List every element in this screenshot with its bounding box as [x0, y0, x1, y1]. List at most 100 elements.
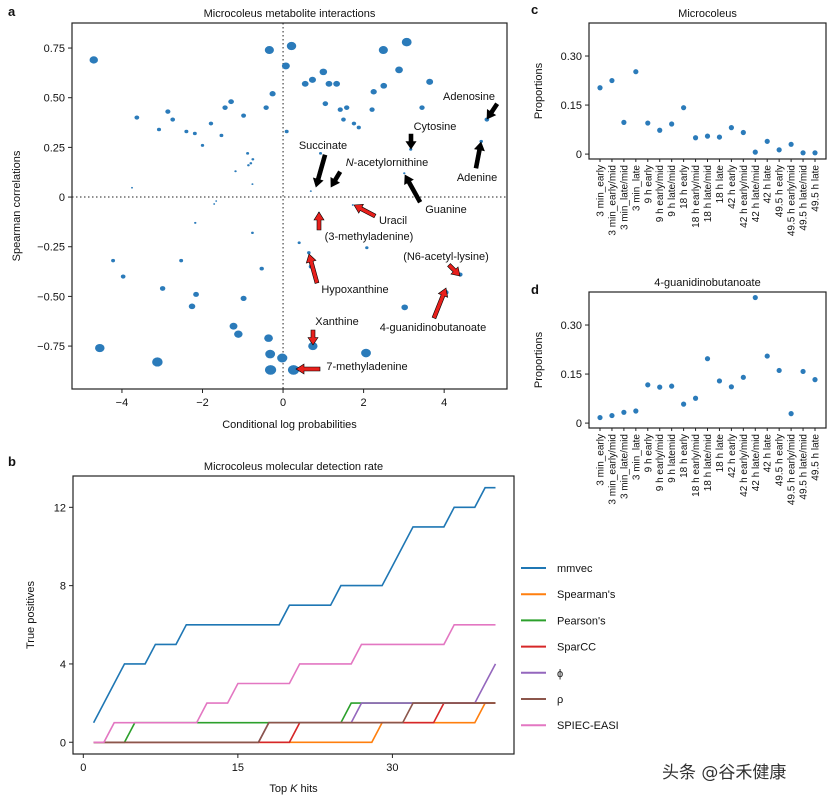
y-tick-label: 0.75	[44, 43, 65, 55]
chart-title: 4-guanidinobutanoate	[654, 277, 760, 289]
data-point	[264, 46, 274, 55]
y-tick-label: −0.50	[37, 291, 65, 303]
category-label: 9 h latemid	[667, 434, 678, 483]
category-label: 3 min_early/mid	[607, 165, 618, 236]
data-point	[179, 258, 184, 263]
annotation-label: Guanine	[425, 204, 467, 216]
data-point	[401, 304, 408, 311]
x-tick-label: 0	[280, 397, 286, 409]
category-label: 3 min_early	[596, 165, 607, 217]
category-label: 42 h late	[763, 434, 774, 473]
category-label: 49.5 h late	[811, 434, 822, 481]
category-label: 42 h early/mid	[739, 434, 750, 497]
data-point	[351, 121, 357, 126]
y-axis-label: Spearman correlations	[11, 150, 23, 261]
data-point	[287, 365, 300, 375]
data-point	[152, 357, 163, 367]
data-point	[609, 77, 615, 84]
category-label: 3 min_late	[631, 165, 642, 212]
data-point	[669, 121, 675, 127]
legend-label: SPIEC-EASI	[557, 720, 619, 732]
legend-label: Spearman's	[557, 589, 616, 601]
chart-title: Microcoleus	[678, 8, 737, 20]
x-axis-label-part: Top	[269, 783, 290, 795]
data-point	[309, 190, 312, 192]
data-point	[263, 105, 269, 110]
watermark: 头条 @谷禾健康	[662, 763, 786, 783]
data-point	[681, 105, 687, 111]
data-point	[800, 150, 806, 156]
y-tick-label: 0	[576, 149, 582, 161]
data-point	[213, 203, 216, 205]
annotation-arrow	[312, 154, 328, 188]
panel-label-b: b	[8, 454, 16, 469]
data-point	[361, 348, 371, 358]
category-label: 18 h early/mid	[691, 434, 702, 497]
annotation-label: 7-methyladenine	[326, 361, 407, 373]
category-label: 18 h early	[679, 165, 690, 209]
x-tick-label: 2	[361, 397, 367, 409]
data-point	[251, 183, 254, 186]
data-point	[307, 251, 311, 255]
y-tick-label: −0.25	[37, 242, 65, 254]
annotation-arrow	[405, 133, 417, 150]
category-label: 18 h late/mid	[703, 165, 714, 222]
data-point	[249, 162, 253, 165]
data-point	[621, 119, 627, 125]
x-tick-label: 0	[80, 762, 86, 774]
data-point	[351, 204, 354, 206]
data-point	[378, 46, 388, 55]
data-point	[269, 91, 276, 97]
x-tick-label: −2	[196, 397, 209, 409]
annotation-arrow	[447, 263, 461, 277]
data-point	[297, 241, 301, 245]
panel-label-a: a	[8, 4, 16, 19]
category-label: 49.5 h late	[811, 165, 822, 212]
data-point	[419, 105, 425, 110]
category-label: 3 min_early/mid	[607, 434, 618, 505]
data-point	[657, 127, 663, 133]
data-point	[764, 138, 770, 144]
annotation-label: Cytosine	[414, 121, 457, 133]
annotation-label-rest: -acetylornithine	[354, 157, 429, 169]
data-point	[479, 139, 483, 143]
category-label: 42 h early	[727, 165, 738, 209]
data-point	[184, 129, 189, 134]
data-point	[322, 101, 329, 107]
legend-label: mmvec	[557, 563, 593, 575]
data-point	[134, 115, 140, 120]
annotation-arrow	[305, 253, 320, 284]
data-point	[369, 107, 375, 112]
data-point	[286, 41, 297, 51]
data-point	[692, 395, 699, 401]
data-point	[401, 37, 412, 47]
data-point	[165, 109, 171, 114]
y-tick-label: −0.75	[37, 341, 65, 353]
series-line-6	[93, 624, 496, 744]
category-label: 9 h early/mid	[655, 165, 666, 222]
data-point	[716, 378, 723, 384]
data-point	[246, 152, 250, 155]
data-point	[800, 368, 806, 375]
x-axis-label: Top K hits	[269, 783, 318, 795]
y-tick-label: 0.25	[44, 142, 65, 154]
category-label: 49.5 h early/mid	[787, 165, 798, 236]
legend-label: Pearson's	[557, 615, 606, 627]
annotation-label: Adenosine	[443, 91, 495, 103]
annotation-arrow	[295, 363, 321, 375]
legend-label: ρ	[557, 694, 563, 706]
x-tick-label: 4	[441, 397, 447, 409]
category-label: 3 min_late/mid	[619, 165, 630, 230]
data-point	[337, 107, 343, 112]
category-label: 42 h late	[763, 165, 774, 204]
data-point	[704, 356, 711, 362]
y-axis-label: Proportions	[533, 331, 545, 388]
plot-frame	[588, 291, 827, 429]
data-point	[240, 295, 247, 302]
category-label: 49.5 h early	[775, 434, 786, 486]
data-point	[159, 286, 166, 291]
data-point	[370, 89, 377, 95]
annotation-label: N-acetylornithine	[346, 157, 429, 169]
data-point	[281, 62, 290, 70]
